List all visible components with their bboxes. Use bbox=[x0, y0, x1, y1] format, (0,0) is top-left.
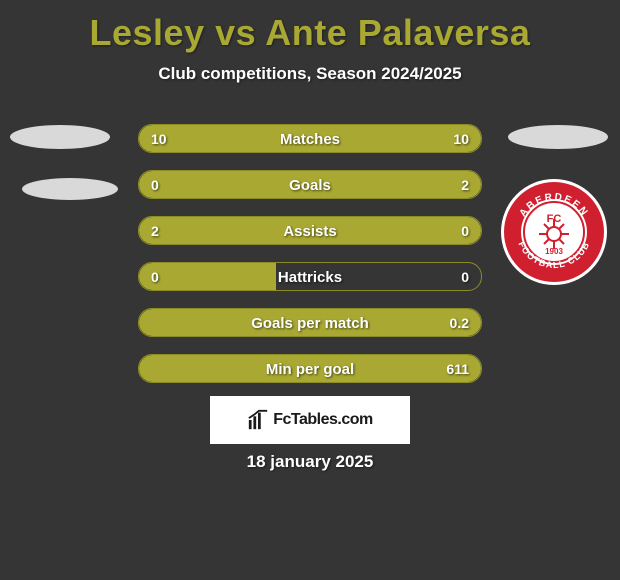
stat-row: 00Hattricks bbox=[138, 262, 482, 291]
club-crest-icon: ABERDEEN FOOTBALL CLUB FC 1903 bbox=[500, 178, 608, 286]
report-date: 18 january 2025 bbox=[0, 452, 620, 472]
stat-label: Goals per match bbox=[139, 309, 481, 337]
stat-label: Min per goal bbox=[139, 355, 481, 383]
brand-text: FcTables.com bbox=[273, 411, 373, 429]
stat-row: 20Assists bbox=[138, 216, 482, 245]
stat-label: Matches bbox=[139, 125, 481, 153]
right-player-badge bbox=[508, 125, 608, 149]
stat-row: 1010Matches bbox=[138, 124, 482, 153]
brand-logo-icon bbox=[247, 409, 269, 431]
left-player-badge-1 bbox=[10, 125, 110, 149]
stat-label: Goals bbox=[139, 171, 481, 199]
comparison-bars: 1010Matches 02Goals 20Assists 00Hattricks 0.… bbox=[138, 124, 482, 383]
stat-row: 02Goals bbox=[138, 170, 482, 199]
svg-text:1903: 1903 bbox=[545, 247, 563, 256]
stat-row: 0.2Goals per match bbox=[138, 308, 482, 337]
page-title: Lesley vs Ante Palaversa bbox=[0, 0, 620, 54]
stat-row: 611Min per goal bbox=[138, 354, 482, 383]
stat-label: Hattricks bbox=[139, 263, 481, 291]
subtitle: Club competitions, Season 2024/2025 bbox=[0, 64, 620, 84]
stat-label: Assists bbox=[139, 217, 481, 245]
left-player-badge-2 bbox=[22, 178, 118, 200]
brand-badge: FcTables.com bbox=[210, 396, 410, 444]
